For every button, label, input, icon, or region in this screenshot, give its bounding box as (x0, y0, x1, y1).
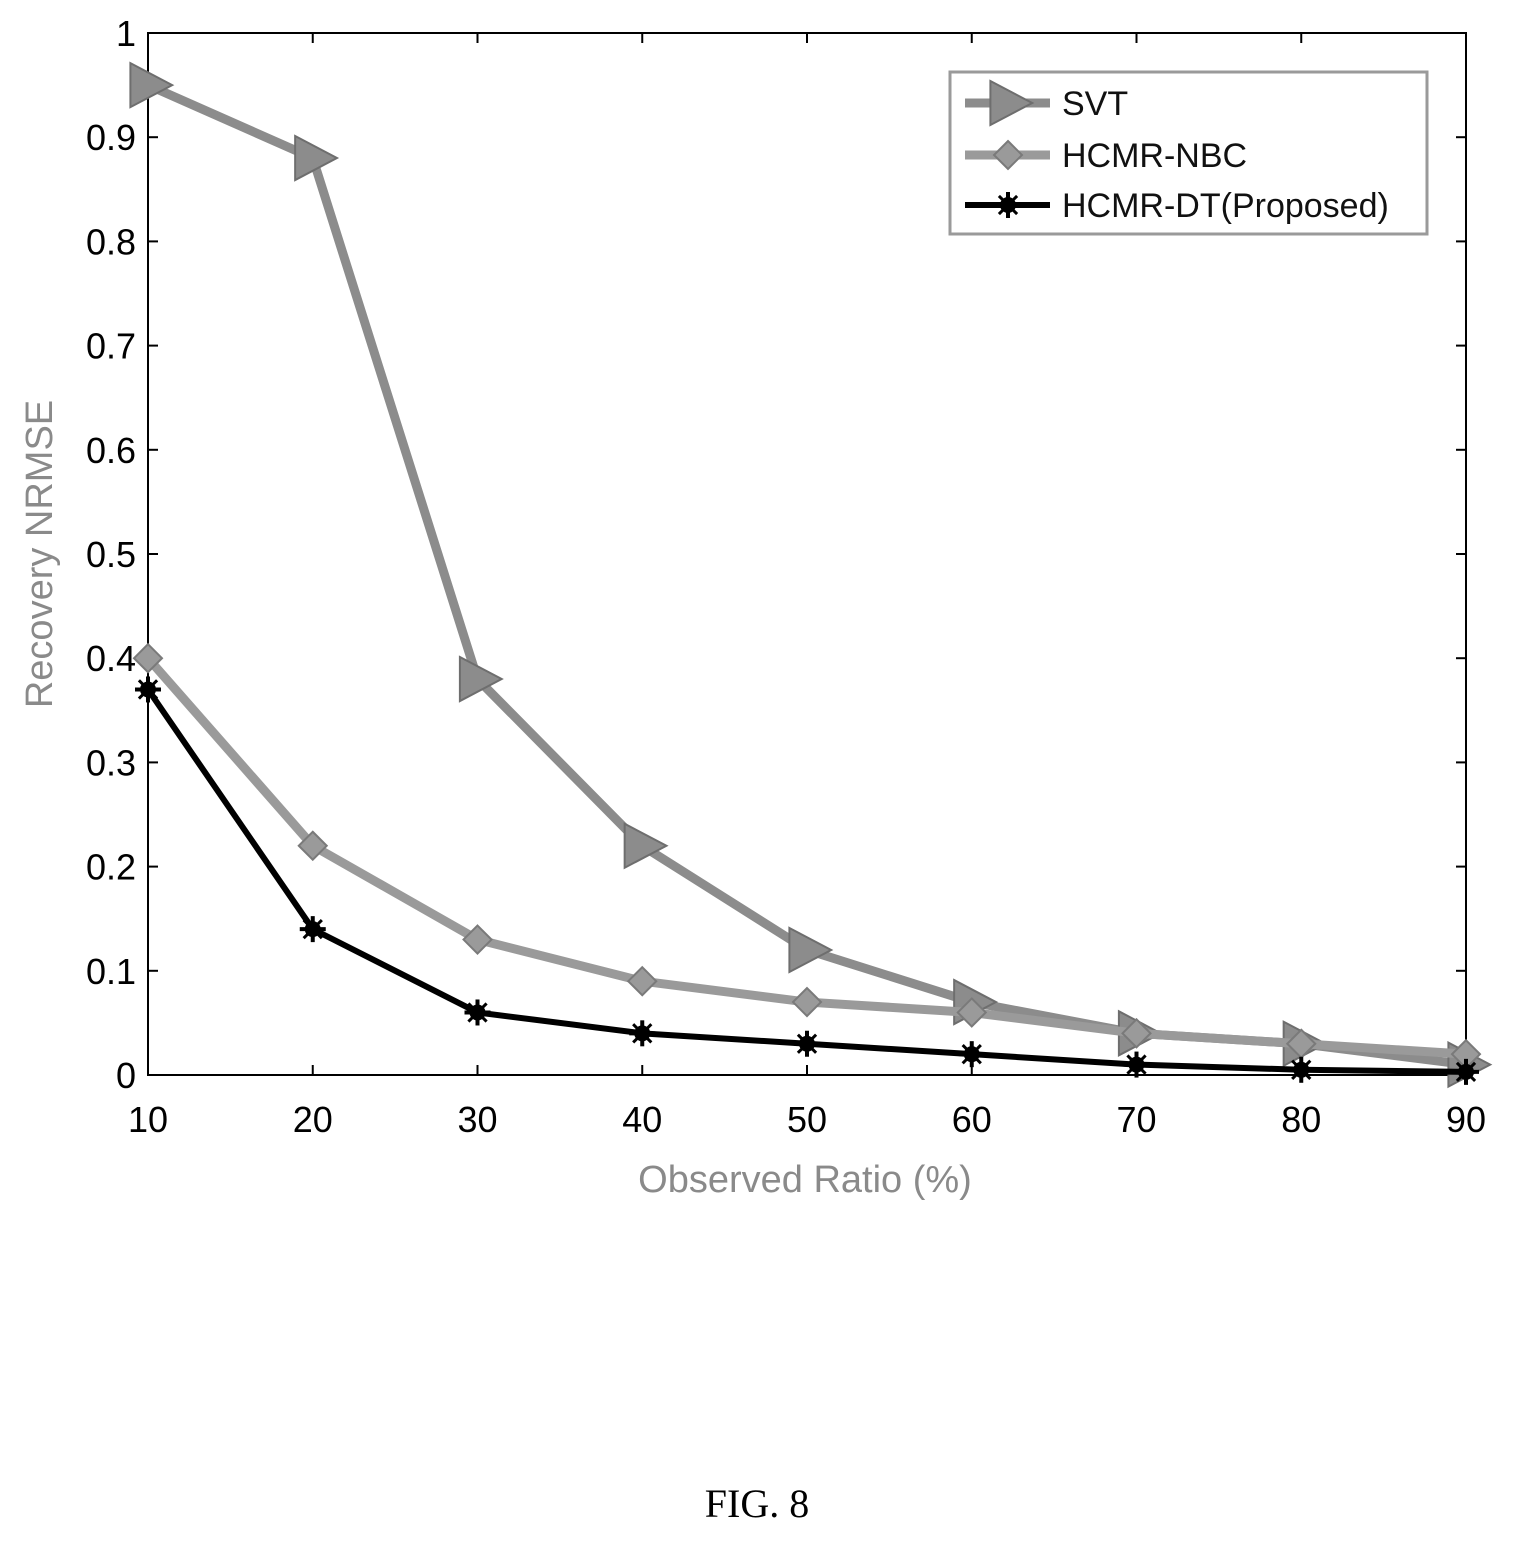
data-point (958, 1041, 985, 1068)
data-point (1453, 1058, 1479, 1085)
legend-label: SVT (1062, 85, 1128, 123)
data-point (299, 916, 326, 943)
y-tick-label: 0.7 (86, 326, 136, 367)
data-point (1121, 1017, 1152, 1049)
data-point (629, 1020, 656, 1047)
data-point (297, 830, 329, 862)
data-point (129, 61, 175, 109)
data-point (464, 999, 491, 1026)
legend-label: HCMR-NBC (1062, 137, 1247, 175)
data-point (956, 997, 988, 1028)
x-tick-label: 50 (787, 1099, 827, 1140)
data-point (458, 655, 504, 703)
legend-marker (992, 139, 1024, 171)
x-axis-label: Observed Ratio (%) (638, 1159, 972, 1201)
y-tick-label: 0.8 (86, 221, 136, 262)
x-tick-label: 70 (1116, 1099, 1156, 1140)
x-tick-label: 80 (1281, 1099, 1321, 1140)
y-tick-label: 0.1 (86, 951, 136, 992)
x-tick-label: 30 (457, 1099, 497, 1140)
x-tick-label: 60 (952, 1099, 992, 1140)
y-tick-label: 0.3 (86, 742, 136, 783)
legend-entry: HCMR-NBC (965, 137, 1247, 175)
y-tick-label: 0.9 (86, 117, 136, 158)
data-point (623, 822, 669, 870)
y-axis-label: Recovery NRMSE (19, 400, 61, 708)
y-tick-label: 0.2 (86, 847, 136, 888)
legend-entries: SVT HCMR-NBC HCMR-DT(Proposed) (965, 79, 1389, 225)
tick-labels-group: 10 20 30 40 50 60 70 80 90 0 0.1 0.2 0.3 0.4 0.5 0.6 0.7… (86, 13, 1486, 1140)
x-tick-label: 20 (293, 1099, 333, 1140)
data-point (1288, 1056, 1315, 1083)
data-point (794, 1030, 820, 1057)
legend-marker (995, 192, 1021, 218)
x-tick-label: 10 (128, 1099, 168, 1140)
data-point (791, 986, 823, 1018)
x-tick-label: 90 (1446, 1099, 1486, 1140)
data-point (462, 924, 493, 955)
y-tick-label: 1 (116, 13, 136, 54)
figure-caption: FIG. 8 (704, 1481, 810, 1526)
series-2 (132, 642, 1482, 1070)
legend-entry: SVT (965, 79, 1128, 127)
ticks-group (147, 32, 1467, 1076)
y-tick-label: 0.6 (86, 430, 136, 471)
y-tick-label: 0.4 (86, 638, 136, 679)
data-point (626, 965, 658, 997)
data-point (294, 134, 340, 182)
data-point (788, 926, 834, 974)
y-tick-label: 0 (116, 1055, 136, 1096)
data-point (1123, 1051, 1150, 1078)
legend: SVT HCMR-NBC HCMR-DT(Proposed) (948, 70, 1429, 236)
series-3 (135, 676, 1479, 1085)
y-tick-label: 0.5 (86, 534, 136, 575)
series-group (129, 61, 1493, 1089)
legend-label: HCMR-DT(Proposed) (1062, 187, 1389, 225)
data-point (135, 676, 161, 703)
data-point (132, 642, 164, 674)
x-tick-label: 40 (622, 1099, 662, 1140)
chart: 10 20 30 40 50 60 70 80 90 0 0.1 0.2 0.3 0.4 0.5 0.6 0.7… (19, 13, 1493, 1201)
legend-marker (989, 79, 1035, 127)
legend-entry: HCMR-DT(Proposed) (965, 187, 1389, 225)
